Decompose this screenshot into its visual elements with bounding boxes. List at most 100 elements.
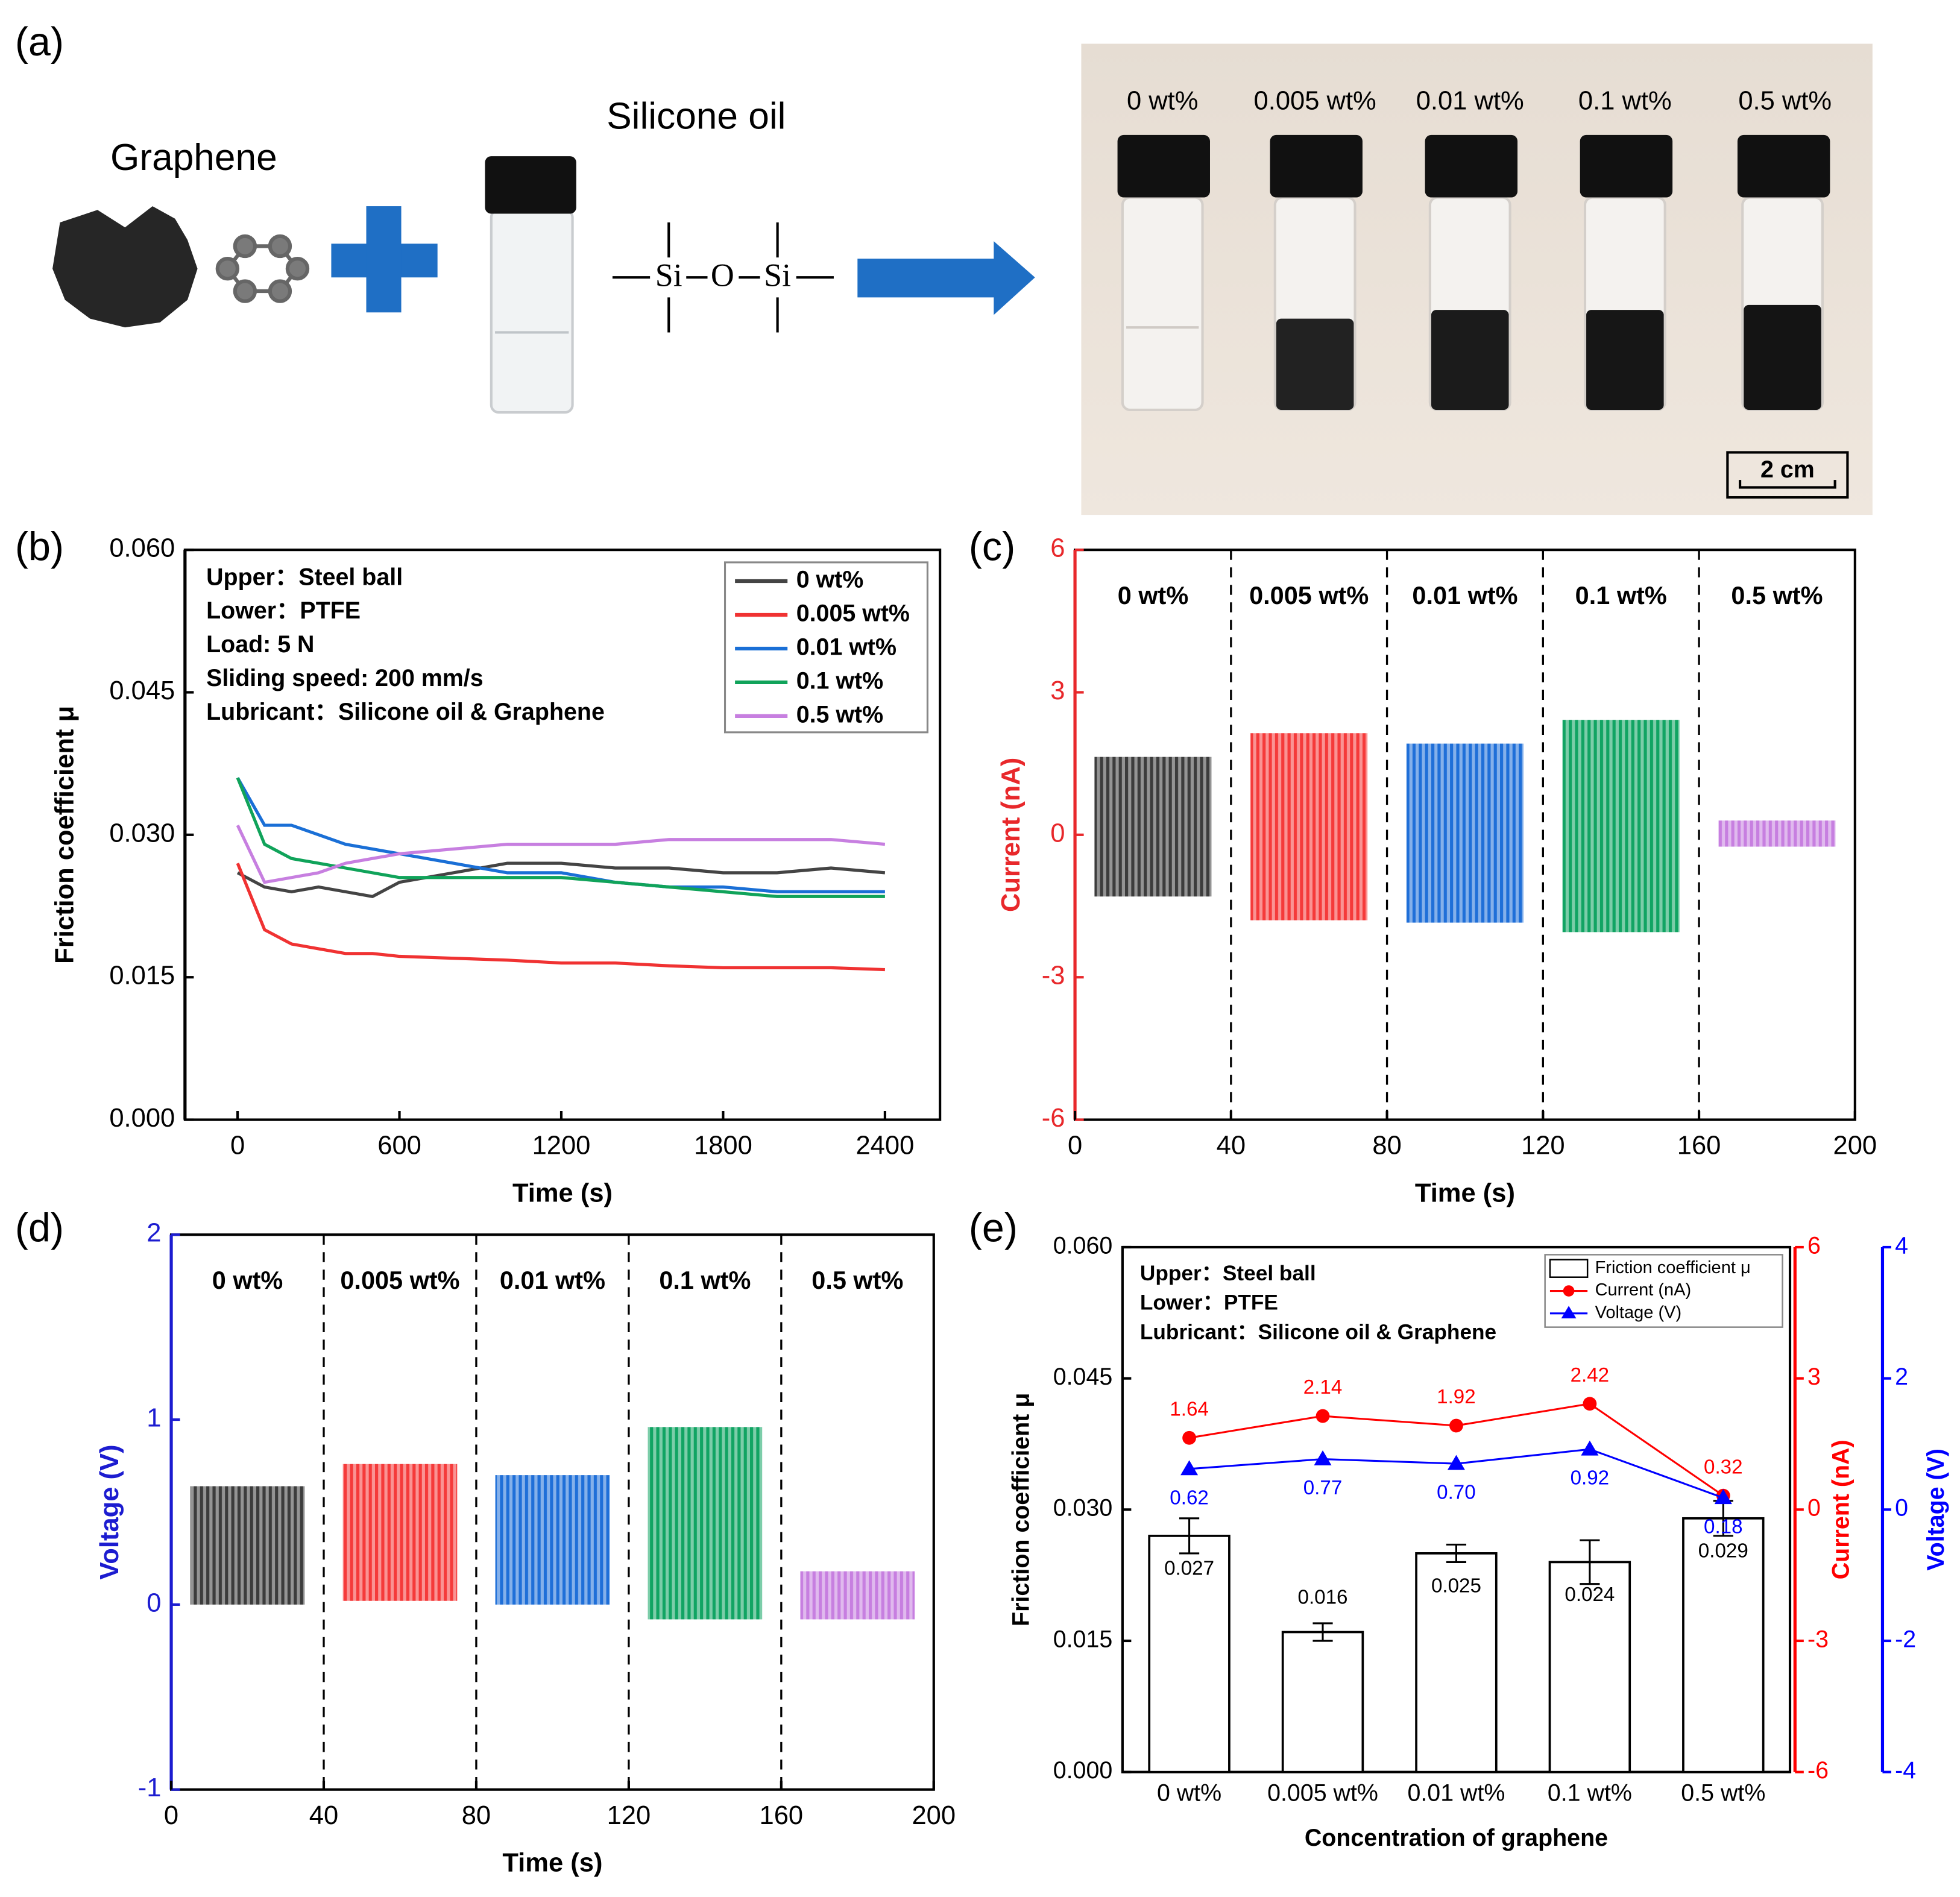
series-line	[236, 863, 885, 972]
y-tick-label: 0.060	[1053, 1232, 1113, 1259]
graphene-molecule	[215, 234, 310, 303]
y-tick-label: 0.045	[109, 676, 175, 705]
legend-label: 0 wt%	[796, 566, 864, 593]
y-tick-label: 0	[1050, 819, 1065, 848]
sample-label: 0.1 wt%	[1578, 86, 1672, 115]
plus-sign	[331, 206, 438, 313]
x-tick-label: 1800	[694, 1131, 752, 1160]
legend-swatch	[1549, 1259, 1589, 1278]
signal-band	[1406, 743, 1524, 923]
x-tick-label: 200	[1833, 1131, 1877, 1160]
legend-marker	[1561, 1306, 1577, 1319]
data-label: 2.14	[1303, 1376, 1343, 1398]
y-tick-label: 0.015	[109, 961, 175, 990]
x-tick-label: 40	[309, 1801, 338, 1830]
arrow	[857, 241, 1035, 315]
y-tick-label: 0.000	[1053, 1757, 1113, 1784]
annotation: Upper：Steel ball	[1140, 1262, 1316, 1285]
x-tick-label: 1200	[532, 1131, 591, 1160]
data-label: 0.027	[1164, 1558, 1214, 1580]
sample-label: 0.005 wt%	[1254, 86, 1376, 115]
legend-label: Voltage (V)	[1595, 1303, 1682, 1323]
marker	[1180, 1460, 1199, 1476]
signal-band	[800, 1571, 915, 1620]
sample-label: 0.5 wt%	[1738, 86, 1832, 115]
sample-label: 0.01 wt%	[1416, 86, 1524, 115]
y-tick-label: 2	[147, 1219, 161, 1248]
annotation: Sliding speed: 200 mm/s	[206, 665, 484, 691]
error-bar	[1312, 1622, 1333, 1642]
marker	[1447, 1455, 1465, 1470]
y-tick-label: 1	[147, 1404, 161, 1433]
y-tick-label: -3	[1807, 1626, 1829, 1652]
scale-bar	[1739, 480, 1836, 489]
y-tick-label: 3	[1807, 1364, 1821, 1390]
marker	[1316, 1409, 1330, 1423]
x-axis-label: Time (s)	[502, 1849, 602, 1878]
series-line	[236, 777, 885, 898]
y-tick-label: 0.060	[109, 534, 175, 563]
x-tick-label: 0 wt%	[1157, 1779, 1221, 1806]
signal-band	[1094, 757, 1212, 897]
y-tick-label: 0.000	[109, 1104, 175, 1133]
y-axis-label: Current (nA)	[997, 758, 1026, 912]
data-label: 1.92	[1437, 1386, 1476, 1408]
bar	[1281, 1631, 1364, 1773]
x-tick-label: 0.5 wt%	[1681, 1779, 1765, 1806]
scale-label: 2 cm	[1760, 456, 1815, 483]
y-tick-label: 3	[1050, 676, 1065, 705]
panel-label: (e)	[969, 1206, 1018, 1251]
formula-atom: Si	[764, 257, 791, 294]
series-line	[236, 824, 886, 884]
legend-label: 0.1 wt%	[796, 667, 883, 694]
signal-band	[1562, 720, 1680, 933]
segment-label: 0 wt%	[212, 1266, 283, 1294]
data-label: 0.92	[1571, 1467, 1610, 1490]
segment-label: 0 wt%	[1118, 581, 1188, 609]
x-axis-label: Time (s)	[512, 1178, 613, 1207]
x-tick-label: 0.01 wt%	[1407, 1779, 1505, 1806]
formula-atom: Si	[655, 257, 682, 294]
oil-vial	[485, 156, 576, 414]
marker	[1714, 1489, 1732, 1505]
panel-label: (c)	[969, 525, 1015, 570]
y-tick-label: -4	[1895, 1757, 1916, 1784]
signal-band	[342, 1464, 458, 1601]
legend-label: 0.01 wt%	[796, 634, 896, 660]
x-tick-label: 200	[912, 1801, 956, 1830]
x-axis-label: Time (s)	[1415, 1178, 1515, 1207]
y-tick-label: -3	[1042, 961, 1065, 990]
sample-label: 0 wt%	[1127, 86, 1199, 115]
x-tick-label: 80	[1372, 1131, 1401, 1160]
segment-label: 0.005 wt%	[340, 1266, 459, 1294]
y-tick-label: -1	[138, 1773, 162, 1802]
segment-label: 0.005 wt%	[1249, 581, 1369, 609]
data-label: 0.77	[1303, 1477, 1343, 1499]
x-tick-label: 160	[1677, 1131, 1721, 1160]
panel-label: (b)	[15, 525, 64, 570]
x-tick-label: 0	[1068, 1131, 1082, 1160]
data-label: 0.62	[1170, 1486, 1209, 1509]
y-tick-label: 0	[147, 1588, 161, 1617]
formula-atom: O	[711, 257, 734, 294]
y-axis-label: Friction coefficient μ	[1007, 1393, 1034, 1626]
series-line	[236, 777, 885, 893]
error-bar	[1179, 1517, 1200, 1555]
signal-band	[1250, 733, 1368, 920]
panel-a: Graphene Silicone oil Si O Si	[52, 43, 1873, 515]
data-label: 1.64	[1170, 1398, 1209, 1420]
marker	[1314, 1450, 1332, 1465]
panel-label: (a)	[15, 20, 64, 64]
data-label: 0.70	[1437, 1482, 1476, 1504]
legend-label: Friction coefficient μ	[1595, 1258, 1751, 1277]
y-tick-label: 2	[1895, 1364, 1908, 1390]
data-label: 0.18	[1704, 1515, 1743, 1538]
legend-label: 0.005 wt%	[796, 600, 910, 626]
marker	[1581, 1440, 1599, 1456]
data-label: 0.024	[1565, 1584, 1615, 1606]
signal-band	[190, 1486, 305, 1605]
silicone-oil-label: Silicone oil	[607, 95, 786, 137]
photo-vials	[1117, 134, 1830, 412]
annotation: Load: 5 N	[206, 631, 314, 658]
segment-label: 0.5 wt%	[811, 1266, 903, 1294]
